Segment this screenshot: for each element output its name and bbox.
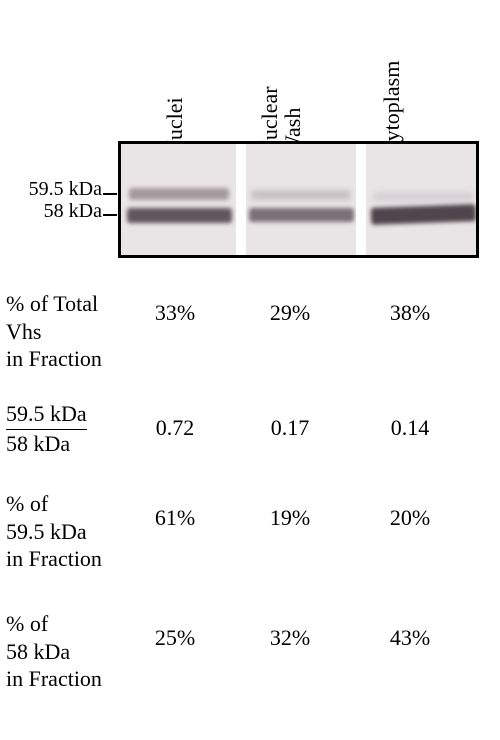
row2-label-numerator: 59.5 kDa — [6, 400, 87, 430]
row3-label-line1: % of — [6, 491, 48, 516]
row3-label: % of 59.5 kDa in Fraction — [6, 490, 102, 573]
row4-label-line3: in Fraction — [6, 666, 102, 691]
mw-label-upper: 59.5 kDa — [0, 178, 102, 201]
row3-col3-value: 20% — [365, 505, 455, 531]
mw-tick-upper — [103, 193, 117, 195]
row1-col3-value: 38% — [365, 300, 455, 326]
row3-label-line3: in Fraction — [6, 546, 102, 571]
mw-label-lower: 58 kDa — [0, 200, 102, 223]
row3-col2-value: 19% — [245, 505, 335, 531]
row4-label-line2: 58 kDa — [6, 639, 70, 664]
blot-lane2-lower-band — [249, 208, 354, 222]
row4-col3-value: 43% — [365, 625, 455, 651]
row1-label-line1: % of Total — [6, 291, 98, 316]
blot-gap-2 — [356, 144, 366, 255]
western-blot — [118, 141, 479, 258]
row2-label: 59.5 kDa 58 kDa — [6, 400, 87, 457]
row1-label-line2: Vhs — [6, 319, 41, 344]
blot-gap-1 — [236, 144, 246, 255]
blot-lane1-lower-band — [127, 208, 232, 223]
row2-label-denominator: 58 kDa — [6, 431, 70, 456]
blot-lane2-upper-band — [251, 190, 351, 200]
mw-tick-lower — [103, 214, 117, 216]
row2-col1-value: 0.72 — [130, 415, 220, 441]
blot-lane3-lower-band — [371, 204, 477, 225]
row2-col2-value: 0.17 — [245, 415, 335, 441]
row1-col1-value: 33% — [130, 300, 220, 326]
row4-label-line1: % of — [6, 611, 48, 636]
row1-label: % of Total Vhs in Fraction — [6, 290, 102, 373]
figure-container: Nuclei Nuclear Wash Cytoplasm 59.5 kDa 5… — [0, 0, 500, 740]
row1-label-line3: in Fraction — [6, 346, 102, 371]
row1-col2-value: 29% — [245, 300, 335, 326]
blot-lane3-upper-band — [373, 192, 473, 201]
row2-col3-value: 0.14 — [365, 415, 455, 441]
row3-label-line2: 59.5 kDa — [6, 519, 87, 544]
row3-col1-value: 61% — [130, 505, 220, 531]
row4-col1-value: 25% — [130, 625, 220, 651]
row4-col2-value: 32% — [245, 625, 335, 651]
blot-lane1-upper-band — [129, 188, 229, 200]
row4-label: % of 58 kDa in Fraction — [6, 610, 102, 693]
